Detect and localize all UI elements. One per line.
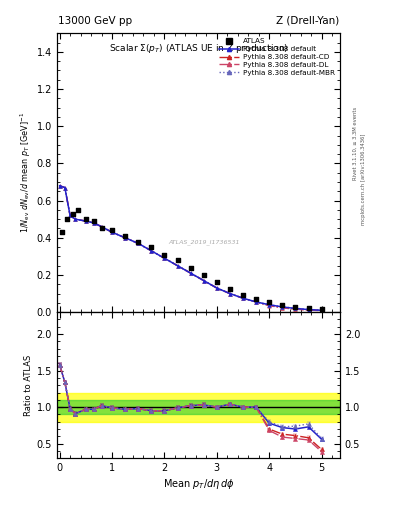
Point [279,301,285,309]
Point [161,250,167,259]
Point [292,303,299,311]
Point [318,305,325,313]
Point [122,232,128,240]
Point [59,228,65,237]
Point [90,217,97,225]
Text: Z (Drell-Yan): Z (Drell-Yan) [275,15,339,26]
Text: ATLAS_2019_I1736531: ATLAS_2019_I1736531 [168,240,240,245]
Point [253,295,259,303]
Text: Rivet 3.1.10, ≥ 3.3M events: Rivet 3.1.10, ≥ 3.3M events [353,106,358,180]
Point [174,256,181,264]
Text: mcplots.cern.ch [arXiv:1306.3436]: mcplots.cern.ch [arXiv:1306.3436] [361,134,366,225]
Y-axis label: $1/N_{\rm ev}\ dN_{\rm ev}/d\ {\rm mean}\ p_T\ [{\rm GeV}]^{-1}$: $1/N_{\rm ev}\ dN_{\rm ev}/d\ {\rm mean}… [18,112,33,233]
Point [148,243,154,251]
Point [214,279,220,287]
Point [135,238,141,246]
Point [200,271,207,279]
Point [187,264,194,272]
Point [305,304,312,312]
Point [227,285,233,293]
X-axis label: Mean $p_T/d\eta\,d\phi$: Mean $p_T/d\eta\,d\phi$ [163,477,234,492]
Point [83,215,89,223]
Point [98,224,105,232]
Point [70,209,76,218]
Point [240,291,246,299]
Bar [57,400,340,414]
Legend: ATLAS, Pythia 8.308 default, Pythia 8.308 default-CD, Pythia 8.308 default-DL, P: ATLAS, Pythia 8.308 default, Pythia 8.30… [218,37,336,77]
Bar [57,393,340,422]
Point [75,206,81,214]
Y-axis label: Ratio to ATLAS: Ratio to ATLAS [24,355,33,416]
Point [109,226,115,234]
Text: 13000 GeV pp: 13000 GeV pp [58,15,132,26]
Text: Scalar $\Sigma(p_T)$ (ATLAS UE in Z production): Scalar $\Sigma(p_T)$ (ATLAS UE in Z prod… [109,41,288,55]
Point [64,215,71,223]
Point [266,298,272,307]
